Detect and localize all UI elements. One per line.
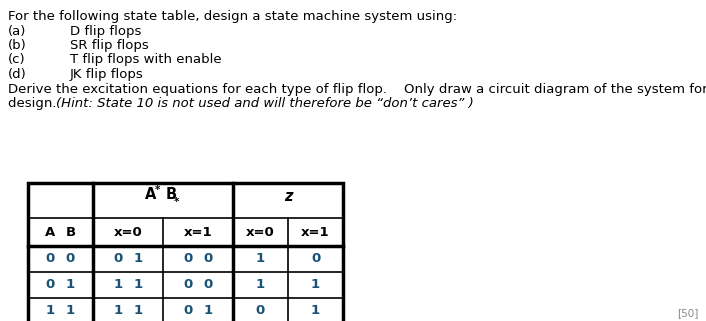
Text: 1: 1: [256, 279, 265, 291]
Text: 1: 1: [114, 279, 123, 291]
Text: A: A: [145, 187, 157, 202]
Text: 1: 1: [133, 279, 143, 291]
Text: B: B: [165, 187, 176, 202]
Text: For the following state table, design a state machine system using:: For the following state table, design a …: [8, 10, 457, 23]
Text: *: *: [174, 196, 180, 206]
Text: 0: 0: [311, 253, 320, 265]
Text: 0: 0: [114, 253, 123, 265]
Text: *: *: [155, 185, 161, 195]
Text: 0: 0: [203, 253, 213, 265]
Text: 1: 1: [256, 253, 265, 265]
Text: 1: 1: [46, 305, 55, 317]
Text: 1: 1: [66, 305, 75, 317]
Text: x=0: x=0: [114, 225, 143, 239]
Text: 0: 0: [184, 253, 193, 265]
Bar: [28, 183, 343, 321]
Text: 1: 1: [311, 279, 320, 291]
Text: (Hint: State 10 is not used and will therefore be “don’t cares” ): (Hint: State 10 is not used and will the…: [56, 97, 474, 110]
Text: Derive the excitation equations for each type of flip flop.    Only draw a circu: Derive the excitation equations for each…: [8, 82, 706, 96]
Text: 1: 1: [203, 305, 213, 317]
Text: 0: 0: [203, 279, 213, 291]
Text: 0: 0: [184, 305, 193, 317]
Text: A: A: [45, 225, 56, 239]
Text: 1: 1: [133, 253, 143, 265]
Text: 1: 1: [133, 305, 143, 317]
Text: 1: 1: [114, 305, 123, 317]
Text: 0: 0: [66, 253, 75, 265]
Text: 0: 0: [46, 279, 55, 291]
Text: 1: 1: [311, 305, 320, 317]
Text: B: B: [66, 225, 76, 239]
Text: design.: design.: [8, 97, 69, 110]
Text: (a): (a): [8, 24, 26, 38]
Text: x=1: x=1: [184, 225, 213, 239]
Text: (d): (d): [8, 68, 27, 81]
Text: 0: 0: [46, 253, 55, 265]
Text: 0: 0: [256, 305, 265, 317]
Text: z: z: [284, 189, 292, 204]
Text: 0: 0: [184, 279, 193, 291]
Text: x=0: x=0: [246, 225, 275, 239]
Text: [50]: [50]: [676, 308, 698, 318]
Text: D flip flops: D flip flops: [70, 24, 141, 38]
Text: (b): (b): [8, 39, 27, 52]
Text: T flip flops with enable: T flip flops with enable: [70, 54, 222, 66]
Text: (c): (c): [8, 54, 25, 66]
Text: SR flip flops: SR flip flops: [70, 39, 149, 52]
Text: JK flip flops: JK flip flops: [70, 68, 144, 81]
Text: x=1: x=1: [301, 225, 330, 239]
Text: 1: 1: [66, 279, 75, 291]
